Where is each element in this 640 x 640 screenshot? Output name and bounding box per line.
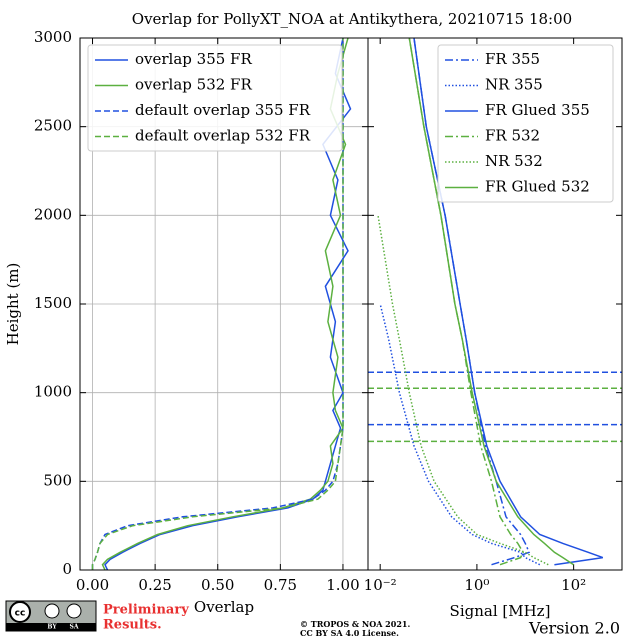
profile-line bbox=[91, 38, 344, 570]
preliminary-note: Results. bbox=[103, 618, 162, 633]
legend-label: overlap 355 FR bbox=[135, 50, 252, 68]
profile-line bbox=[379, 303, 541, 566]
legend-label: FR 355 bbox=[485, 50, 540, 68]
profile-line bbox=[408, 38, 575, 566]
x-tick-label: 0.75 bbox=[264, 576, 297, 594]
y-tick-label: 3000 bbox=[34, 28, 72, 46]
cc-badge: cc BY SA bbox=[5, 600, 97, 632]
legend-label: FR 532 bbox=[485, 127, 540, 145]
profile-line bbox=[101, 38, 349, 570]
plot-area bbox=[368, 38, 622, 566]
x-tick-label: 0.50 bbox=[201, 576, 234, 594]
profile-line bbox=[413, 38, 604, 566]
y-tick-label: 2000 bbox=[34, 205, 72, 223]
badge-text: BY bbox=[47, 624, 57, 631]
x-tick-label: 0.25 bbox=[138, 576, 171, 594]
legend-label: overlap 532 FR bbox=[135, 76, 252, 94]
version: Version 2.0 bbox=[528, 619, 620, 638]
legend-label: default overlap 355 FR bbox=[135, 101, 311, 119]
legend bbox=[437, 44, 614, 203]
y-tick-label: 500 bbox=[43, 471, 72, 489]
legend-label: default overlap 532 FR bbox=[135, 127, 311, 145]
legend-label: NR 355 bbox=[485, 76, 543, 94]
y-axis-label: Height (m) bbox=[4, 263, 22, 346]
y-tick-label: 2500 bbox=[34, 117, 72, 135]
x-axis-label: Overlap bbox=[194, 598, 254, 616]
copyright: CC BY SA 4.0 License. bbox=[300, 628, 399, 638]
badge-text: SA bbox=[70, 624, 79, 631]
x-tick-label: 0.00 bbox=[76, 576, 109, 594]
legend-label: FR Glued 355 bbox=[485, 101, 590, 119]
x-tick-label: 1.00 bbox=[326, 576, 359, 594]
profile-line bbox=[377, 215, 549, 566]
legend-label: NR 532 bbox=[485, 152, 543, 170]
legend bbox=[87, 44, 343, 152]
plot-area bbox=[91, 38, 352, 570]
x-axis-label: Signal [MHz] bbox=[450, 602, 551, 620]
y-tick-label: 0 bbox=[62, 560, 72, 578]
plot-frame bbox=[367, 37, 623, 571]
copyright: © TROPOS & NOA 2021. bbox=[300, 619, 410, 629]
preliminary-note: Preliminary bbox=[103, 603, 189, 618]
y-tick-label: 1500 bbox=[34, 294, 72, 312]
x-tick-label: 10⁰ bbox=[464, 576, 489, 594]
svg-text:cc: cc bbox=[15, 609, 26, 619]
x-tick-label: 10² bbox=[561, 576, 586, 594]
x-tick-label: 10⁻² bbox=[364, 576, 397, 594]
legend-label: FR Glued 532 bbox=[485, 178, 590, 196]
y-tick-label: 1000 bbox=[34, 383, 72, 401]
chart-title: Overlap for PollyXT_NOA at Antikythera, … bbox=[132, 10, 572, 28]
